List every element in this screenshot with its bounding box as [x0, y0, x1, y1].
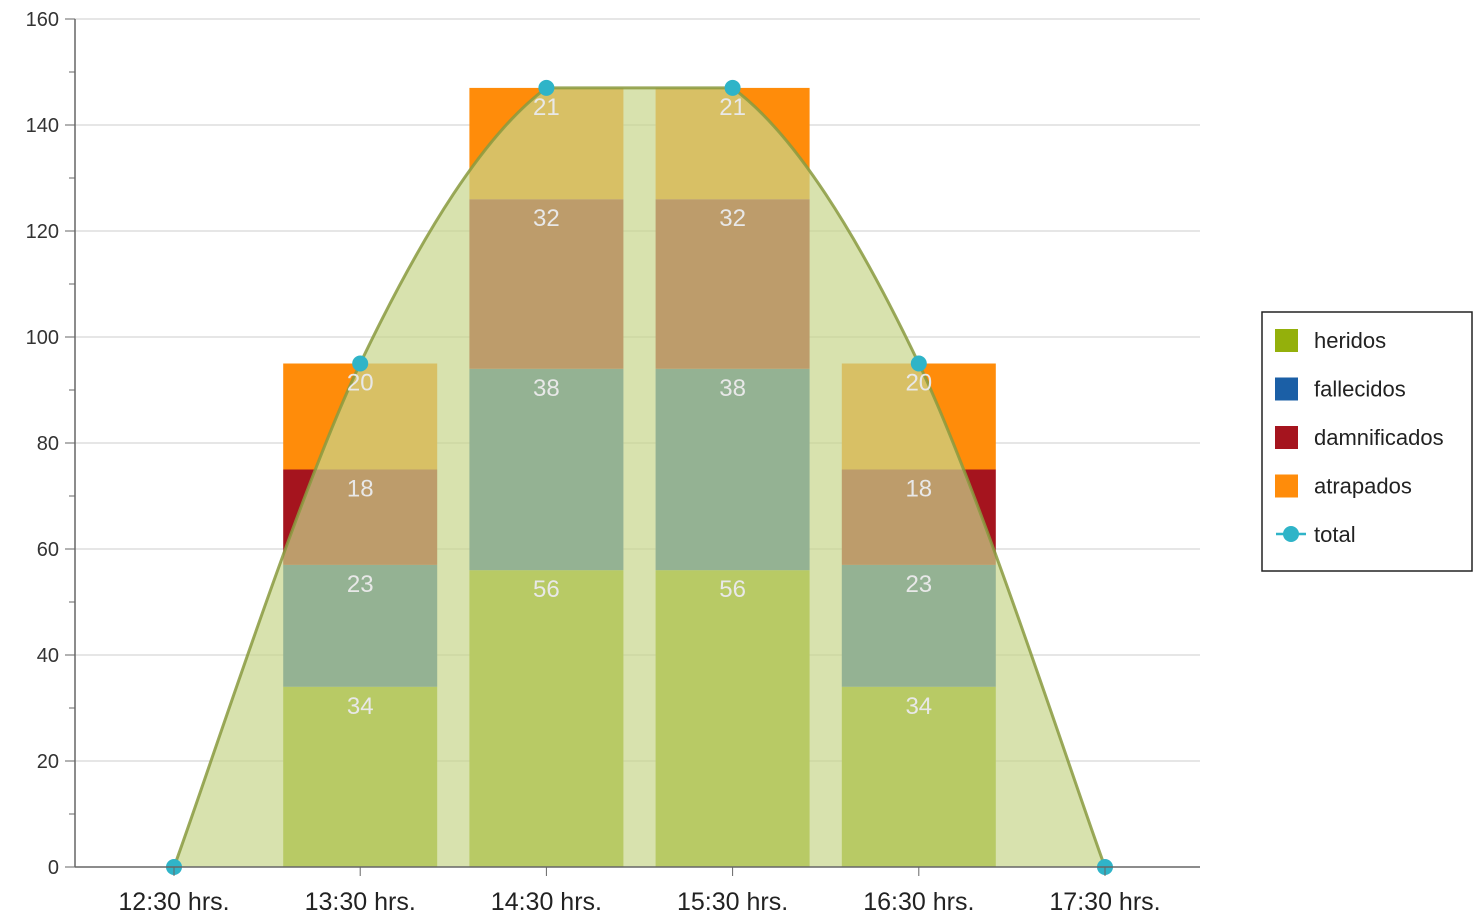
- y-tick-label: 0: [48, 857, 59, 879]
- data-labels: 34 23 18 20 56 38 32 21 56 38 32 21 34 23 18 20: [347, 94, 932, 720]
- legend-label: total: [1314, 522, 1356, 547]
- legend-swatch-atrapados: [1275, 474, 1298, 498]
- total-point: [724, 79, 741, 96]
- legend-label: heridos: [1314, 328, 1386, 353]
- data-label: 23: [347, 571, 374, 598]
- x-tick-label: 17:30 hrs.: [1049, 888, 1160, 916]
- legend-label: damnificados: [1314, 425, 1444, 450]
- data-label: 18: [347, 476, 374, 503]
- data-label: 34: [347, 693, 374, 720]
- legend-swatch-fallecidos: [1275, 377, 1298, 401]
- data-label: 34: [905, 693, 932, 720]
- legend-swatch-heridos: [1275, 329, 1298, 352]
- data-label: 20: [347, 370, 374, 397]
- legend-swatch-damnificados: [1275, 426, 1298, 449]
- axes: 0 20 40 60 80 100 120 140 160 12:30 hrs. 13:30 hrs…: [26, 9, 1200, 916]
- data-label: 56: [719, 576, 746, 603]
- y-tick-label: 40: [37, 645, 59, 667]
- data-label: 20: [905, 370, 932, 397]
- y-tick-label: 100: [26, 327, 59, 349]
- x-tick-label: 14:30 hrs.: [491, 888, 602, 916]
- y-tick-label: 160: [26, 9, 59, 31]
- total-area-fill: [174, 87, 1105, 867]
- data-label: 38: [719, 375, 746, 402]
- legend-label: fallecidos: [1314, 377, 1406, 402]
- y-tick-label: 140: [26, 115, 59, 137]
- legend-label: atrapados: [1314, 474, 1412, 499]
- total-area: [166, 79, 1113, 875]
- y-tick-label: 80: [37, 433, 59, 455]
- legend-marker-total: [1283, 526, 1299, 542]
- y-tick-label: 60: [37, 539, 59, 561]
- total-line: [172, 86, 1107, 868]
- x-tick-label: 16:30 hrs.: [863, 888, 974, 916]
- x-tick-label: 13:30 hrs.: [305, 888, 416, 916]
- data-label: 32: [533, 205, 560, 232]
- data-label: 23: [905, 571, 932, 598]
- y-tick-label: 120: [26, 221, 59, 243]
- x-tick-label: 12:30 hrs.: [118, 888, 229, 916]
- y-tick-label: 20: [37, 751, 59, 773]
- data-label: 38: [533, 375, 560, 402]
- total-point: [538, 79, 555, 96]
- total-point: [352, 355, 369, 372]
- data-label: 21: [533, 94, 560, 121]
- data-label: 18: [905, 476, 932, 503]
- total-point: [910, 355, 927, 372]
- x-tick-label: 15:30 hrs.: [677, 888, 788, 916]
- data-label: 32: [719, 205, 746, 232]
- data-label: 21: [719, 94, 746, 121]
- legend: heridos fallecidos damnificados atrapados to…: [1261, 311, 1473, 572]
- data-label: 56: [533, 576, 560, 603]
